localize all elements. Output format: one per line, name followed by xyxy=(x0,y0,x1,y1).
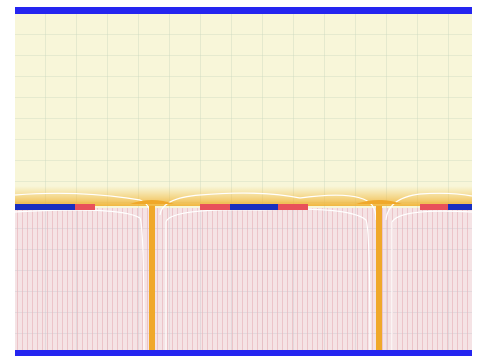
upper-region xyxy=(15,14,472,208)
bottom-border xyxy=(15,350,472,356)
page xyxy=(0,0,479,358)
simulation-image xyxy=(0,0,479,358)
interface-glow xyxy=(15,186,472,206)
lower-stripes xyxy=(15,208,472,350)
top-border xyxy=(15,7,472,14)
